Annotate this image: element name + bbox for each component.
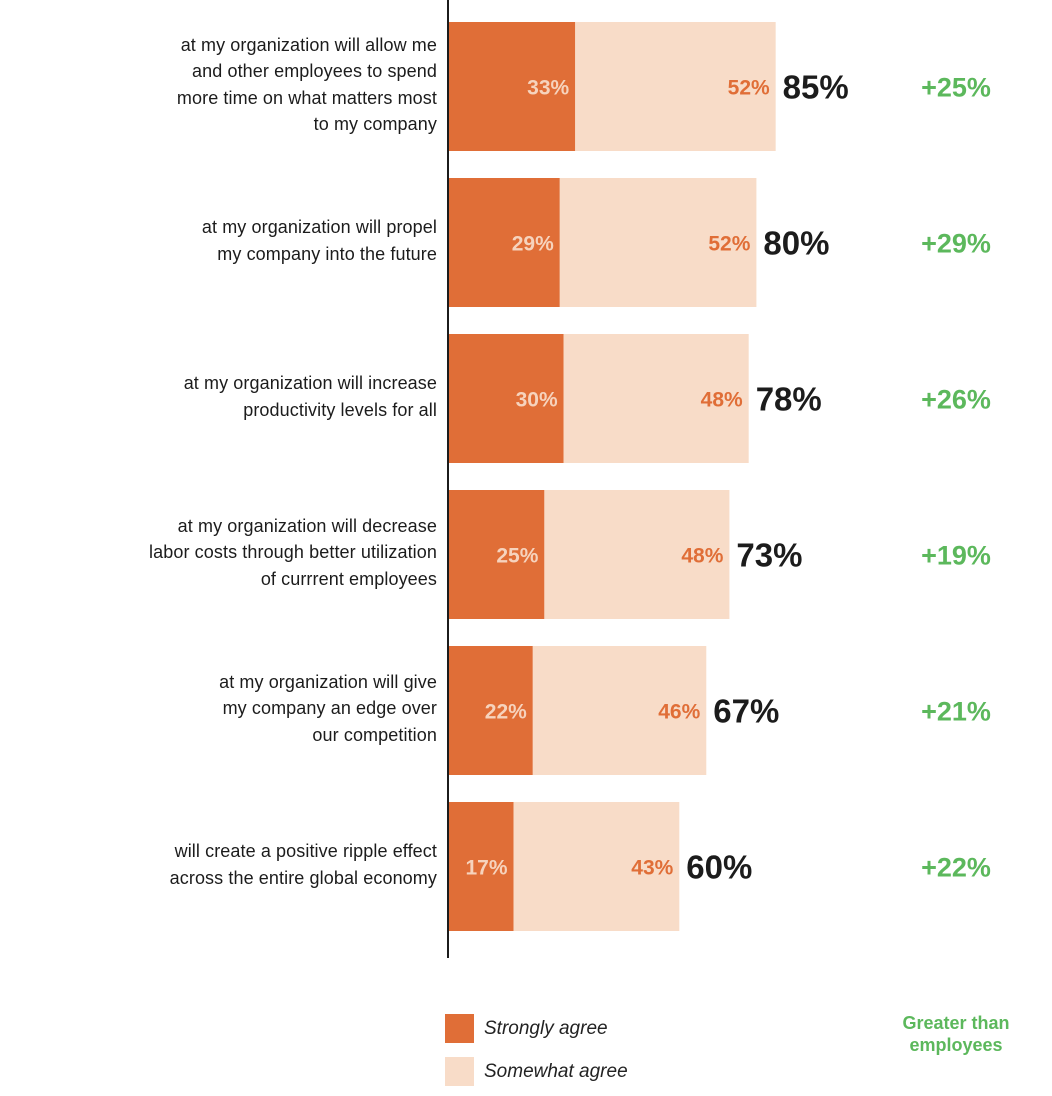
bar-strongly-agree <box>448 178 560 307</box>
data-label-strongly-agree: 30% <box>516 389 558 412</box>
category-label-line: and other employees to spend <box>192 61 437 81</box>
difference-legend-line-1: Greater than <box>902 1013 1010 1033</box>
difference-label: +26% <box>921 385 991 415</box>
category-label: at my organization will propel my company… <box>37 214 437 267</box>
category-label-line: of currrent employees <box>260 568 437 589</box>
category-label-line: our competition <box>312 724 437 745</box>
category-label-line: at my organization will give <box>219 671 437 692</box>
data-label-strongly-agree: 33% <box>527 77 569 100</box>
category-label-line: at my organization will increase <box>183 373 437 393</box>
total-label: 73% <box>736 537 802 574</box>
difference-legend-line-2: employees <box>909 1035 1003 1055</box>
data-label-somewhat-agree: 46% <box>658 701 700 724</box>
data-label-strongly-agree: 29% <box>512 233 554 256</box>
data-label-strongly-agree: 17% <box>466 857 508 880</box>
data-label-somewhat-agree: 43% <box>631 857 673 880</box>
difference-legend: Greater than employees <box>876 1012 1036 1056</box>
category-label: will create a positive ripple effect acro… <box>37 838 437 891</box>
total-label: 78% <box>756 381 822 418</box>
category-label-line: my company into the future <box>217 243 437 264</box>
category-label-line: my company an edge over <box>222 698 437 719</box>
legend-swatch-somewhat-agree <box>445 1057 474 1086</box>
category-label: at my organization will decrease labor co… <box>37 513 437 593</box>
bar-strongly-agree <box>448 646 533 775</box>
data-label-strongly-agree: 22% <box>485 701 527 724</box>
category-label-line: labor costs through better utilization <box>149 542 437 563</box>
bar-somewhat-agree <box>544 490 730 619</box>
legend-label-strongly-agree: Strongly agree <box>484 1018 608 1039</box>
total-label: 60% <box>686 849 752 886</box>
data-label-somewhat-agree: 52% <box>708 233 750 256</box>
bar-somewhat-agree <box>532 646 707 775</box>
data-label-somewhat-agree: 48% <box>681 545 723 568</box>
total-label: 67% <box>713 693 779 730</box>
difference-label: +25% <box>921 73 991 103</box>
difference-label: +29% <box>921 229 991 259</box>
total-label: 80% <box>763 225 829 262</box>
difference-label: +19% <box>921 541 991 571</box>
difference-label: +22% <box>921 853 991 883</box>
legend-label-somewhat-agree: Somewhat agree <box>484 1061 628 1082</box>
bar-somewhat-agree <box>575 22 776 151</box>
category-label-line: at my organization will allow me <box>180 34 437 55</box>
bar-strongly-agree <box>448 802 514 931</box>
legend-swatch-strongly-agree <box>445 1014 474 1043</box>
category-label-line: will create a positive ripple effect <box>174 841 437 861</box>
category-label-line: at my organization will propel <box>201 217 437 237</box>
difference-label: +21% <box>921 697 991 727</box>
bar-strongly-agree <box>448 334 564 463</box>
category-label: at my organization will give my company a… <box>37 669 437 749</box>
category-label-line: at my organization will decrease <box>177 515 437 536</box>
total-label: 85% <box>783 69 849 106</box>
category-label-line: productivity levels for all <box>243 399 437 420</box>
data-label-strongly-agree: 25% <box>496 545 538 568</box>
category-label: at my organization will increase producti… <box>37 370 437 423</box>
bar-somewhat-agree <box>559 178 757 307</box>
bar-somewhat-agree <box>563 334 749 463</box>
category-label: at my organization will allow me and othe… <box>37 32 437 138</box>
data-label-somewhat-agree: 52% <box>728 77 770 100</box>
bar-somewhat-agree <box>513 802 680 931</box>
bar-strongly-agree <box>448 22 576 151</box>
data-label-somewhat-agree: 48% <box>701 389 743 412</box>
bar-strongly-agree <box>448 490 545 619</box>
category-label-line: across the entire global economy <box>169 867 437 888</box>
category-label-line: more time on what matters most <box>176 87 437 108</box>
category-label-line: to my company <box>313 114 437 134</box>
